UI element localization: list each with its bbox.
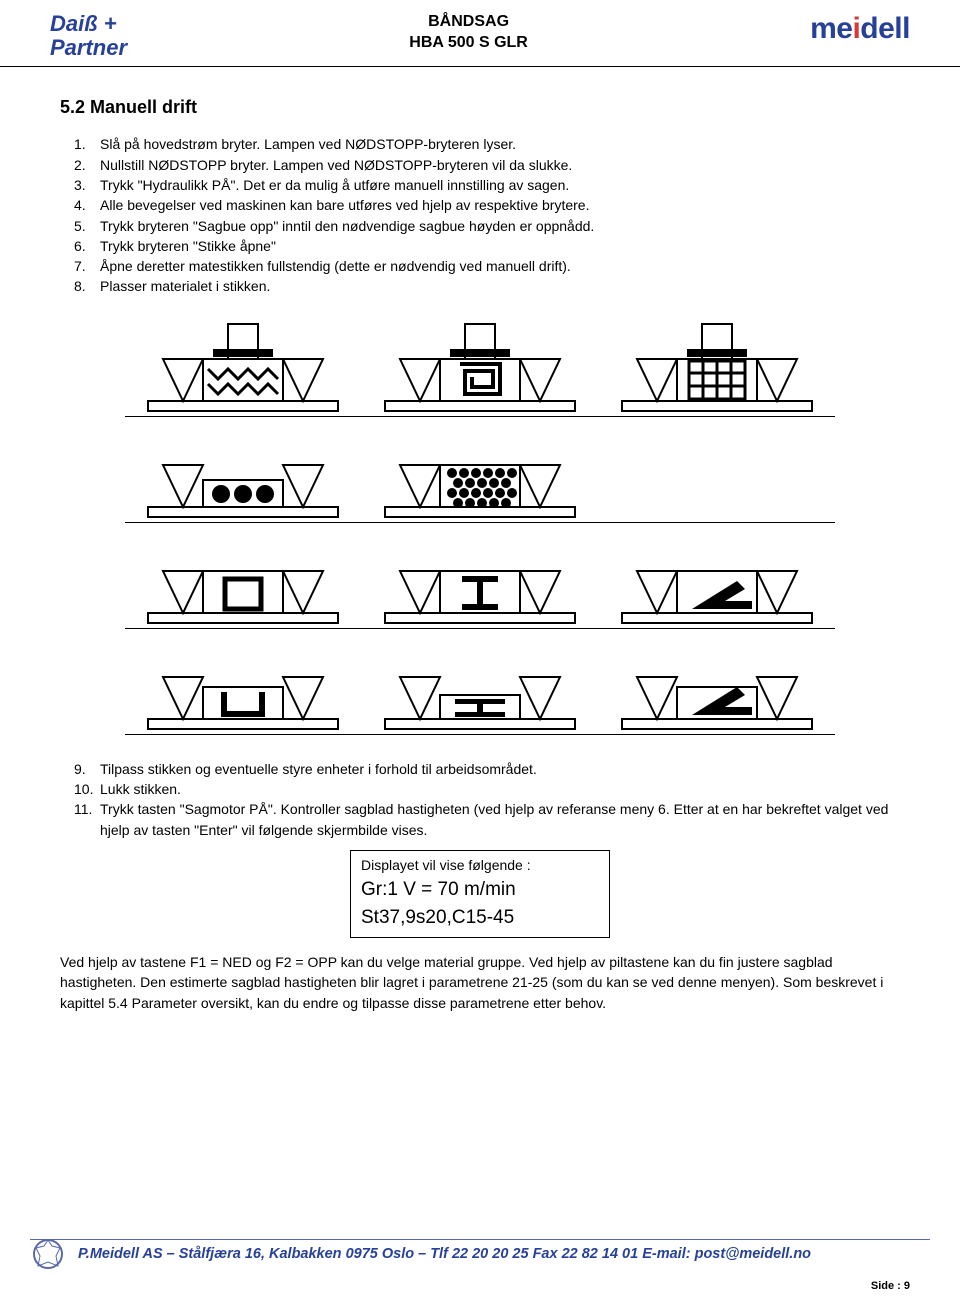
logo-left-line1: Daiß + [50,12,127,36]
logo-right-post: dell [860,12,910,45]
list-item-number: 1. [74,134,100,154]
clamp-zigzag-icon [143,319,343,414]
list-item-number: 3. [74,175,100,195]
list-item: 2.Nullstill NØDSTOPP bryter. Lampen ved … [74,155,900,175]
list-item-text: Nullstill NØDSTOPP bryter. Lampen ved NØ… [100,155,572,175]
list-item-text: Trykk bryteren "Sagbue opp" inntil den n… [100,216,594,236]
list-item-text: Plasser materialet i stikken. [100,276,270,296]
footer-text: P.Meidell AS – Stålfjæra 16, Kalbakken 0… [78,1246,811,1262]
clamp-3circles-icon [143,425,343,520]
header-title: BÅNDSAG HBA 500 S GLR [409,12,528,54]
display-line3: St37,9s20,C15-45 [361,904,599,933]
ending-paragraph: Ved hjelp av tastene F1 = NED og F2 = OP… [60,952,900,1013]
list-item-number: 9. [74,759,100,779]
diagram-row [125,523,835,629]
clamp-ubeam-icon [143,637,343,732]
list-item: 8.Plasser materialet i stikken. [74,276,900,296]
list-item-number: 6. [74,236,100,256]
list-item-number: 7. [74,256,100,276]
display-box: Displayet vil vise følgende : Gr:1 V = 7… [350,850,610,938]
page-header: Daiß + Partner BÅNDSAG HBA 500 S GLR mei… [0,0,960,67]
clamp-ibeam-icon [380,531,580,626]
page-content: 5.2 Manuell drift 1.Slå på hovedstrøm br… [0,67,960,1012]
logo-left: Daiß + Partner [50,12,127,60]
clamp-tbeam2-icon [617,637,817,732]
clamp-grid-icon [617,319,817,414]
list-item: 1.Slå på hovedstrøm bryter. Lampen ved N… [74,134,900,154]
diagram-row [125,417,835,523]
clamp-ibeam2-icon [380,637,580,732]
list-item-text: Trykk tasten "Sagmotor PÅ". Kontroller s… [100,799,900,840]
logo-left-line2: Partner [50,36,127,60]
list-item: 10.Lukk stikken. [74,779,900,799]
clamp-spiral-icon [380,319,580,414]
diagram-row [125,629,835,735]
list-item-number: 4. [74,195,100,215]
list-item: 4.Alle bevegelser ved maskinen kan bare … [74,195,900,215]
list-item-text: Lukk stikken. [100,779,181,799]
list-item-text: Slå på hovedstrøm bryter. Lampen ved NØD… [100,134,516,154]
list-item: 7.Åpne deretter matestikken fullstendig … [74,256,900,276]
logo-right-pre: me [810,12,852,45]
header-center-line1: BÅNDSAG [409,12,528,33]
clamp-square-icon [143,531,343,626]
instruction-list-b: 9.Tilpass stikken og eventuelle styre en… [60,759,900,840]
clamp-diagram-block [125,311,835,735]
page-number: Side : 9 [871,1280,910,1292]
list-item: 11.Trykk tasten "Sagmotor PÅ". Kontrolle… [74,799,900,840]
list-item-text: Tilpass stikken og eventuelle styre enhe… [100,759,537,779]
diagram-empty [617,425,817,520]
list-item-text: Trykk "Hydraulikk PÅ". Det er da mulig å… [100,175,569,195]
logo-right: meidell [810,12,910,46]
list-item-text: Trykk bryteren "Stikke åpne" [100,236,276,256]
list-item-number: 5. [74,216,100,236]
display-line1: Displayet vil vise følgende : [361,855,599,876]
display-line2: Gr:1 V = 70 m/min [361,876,599,905]
instruction-list-a: 1.Slå på hovedstrøm bryter. Lampen ved N… [60,134,900,296]
clamp-manycircles-icon [380,425,580,520]
section-title: 5.2 Manuell drift [60,97,900,118]
diagram-row [125,311,835,417]
list-item-number: 8. [74,276,100,296]
list-item: 9.Tilpass stikken og eventuelle styre en… [74,759,900,779]
list-item-text: Alle bevegelser ved maskinen kan bare ut… [100,195,589,215]
list-item-text: Åpne deretter matestikken fullstendig (d… [100,256,571,276]
clamp-tbeam-icon [617,531,817,626]
list-item: 6.Trykk bryteren "Stikke åpne" [74,236,900,256]
list-item-number: 10. [74,779,100,799]
list-item-number: 11. [74,799,100,840]
header-center-line2: HBA 500 S GLR [409,33,528,54]
page-footer: P.Meidell AS – Stålfjæra 16, Kalbakken 0… [30,1236,930,1272]
list-item: 5.Trykk bryteren "Sagbue opp" inntil den… [74,216,900,236]
list-item: 3.Trykk "Hydraulikk PÅ". Det er da mulig… [74,175,900,195]
list-item-number: 2. [74,155,100,175]
footer-badge-icon [30,1236,66,1272]
